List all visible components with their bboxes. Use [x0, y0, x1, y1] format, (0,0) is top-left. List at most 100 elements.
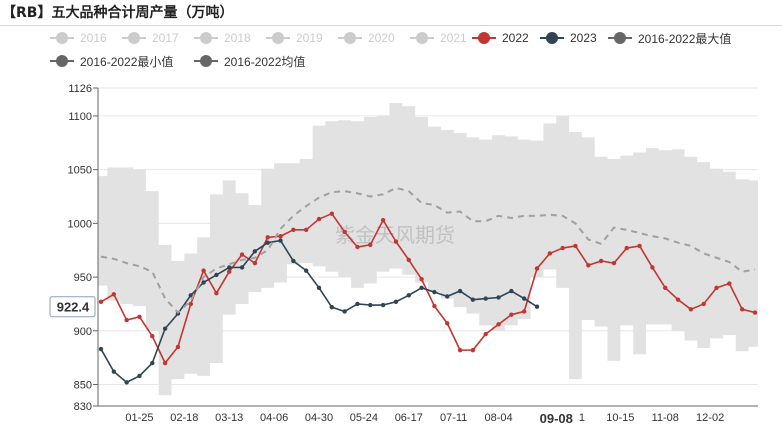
point-y2022 — [739, 307, 745, 312]
point-y2022 — [175, 344, 181, 350]
point-y2022 — [227, 269, 232, 274]
series-layer — [98, 186, 758, 385]
point-y2022 — [521, 309, 527, 314]
legend-label: 2017 — [152, 31, 179, 45]
x-tick-label: 1 — [579, 412, 585, 424]
point-y2022 — [188, 301, 193, 307]
x-tick-label: 04-06 — [260, 412, 288, 424]
legend-item-y2017[interactable]: 2017 — [122, 28, 179, 48]
point-y2023 — [509, 288, 514, 294]
y-tick-label: 1100 — [68, 111, 92, 123]
legend-label: 2016-2022最小值 — [80, 54, 174, 69]
point-y2022 — [419, 277, 424, 282]
point-y2022 — [303, 227, 309, 233]
legend-item-y2020[interactable]: 2020 — [338, 28, 395, 48]
point-y2023 — [406, 293, 411, 298]
x-tick-label: 12-02 — [696, 412, 724, 424]
point-y2022 — [111, 292, 117, 297]
legend-label: 2020 — [368, 31, 395, 45]
legend-item-max[interactable]: 2016-2022最大值 — [608, 28, 731, 48]
point-y2022 — [432, 303, 437, 309]
point-y2022 — [483, 331, 488, 337]
legend-item-y2023[interactable]: 2023 — [540, 28, 597, 48]
point-y2023 — [98, 346, 104, 352]
point-y2022 — [265, 235, 270, 240]
legend-symbol — [194, 55, 218, 67]
x-tick-label: 01-25 — [125, 412, 153, 424]
point-y2022 — [214, 290, 219, 296]
legend-item-y2016[interactable]: 2016 — [50, 28, 107, 48]
x-tick-label: 06-17 — [395, 412, 423, 424]
point-y2022 — [150, 333, 155, 339]
series-line-avg — [100, 186, 756, 314]
legend-item-y2018[interactable]: 2018 — [194, 28, 251, 48]
point-y2022 — [663, 285, 668, 291]
point-y2022 — [162, 360, 168, 366]
x-tick-label: 09-08 — [540, 411, 573, 426]
legend-item-min[interactable]: 2016-2022最小值 — [50, 51, 173, 71]
point-y2023 — [521, 296, 527, 301]
point-y2022 — [547, 251, 553, 256]
legend-label: 2016-2022最大值 — [638, 31, 732, 46]
point-y2022 — [534, 266, 540, 271]
legend-label: 2022 — [502, 31, 529, 45]
point-y2022 — [688, 307, 694, 312]
y-tick-label: 900 — [74, 326, 92, 338]
point-y2023 — [265, 240, 270, 245]
legend-symbol — [194, 32, 218, 44]
legend-symbol — [50, 32, 74, 44]
series-line-y2022 — [100, 212, 756, 364]
y-tick-label: 1050 — [68, 165, 92, 177]
legend-item-y2019[interactable]: 2019 — [266, 28, 323, 48]
chart-title: 【RB】五大品种合计周产量（万吨） — [2, 5, 234, 21]
point-y2022 — [714, 285, 719, 291]
point-y2023 — [303, 268, 309, 273]
y-tick-label: 950 — [74, 272, 92, 284]
point-y2022 — [675, 297, 681, 302]
legend-label: 2016 — [80, 31, 107, 45]
legend-label: 2023 — [570, 31, 597, 45]
legend-symbol — [266, 32, 290, 44]
point-y2023 — [150, 360, 155, 366]
point-y2022 — [368, 242, 373, 248]
point-y2022 — [470, 347, 476, 353]
max-min-band — [98, 103, 758, 396]
point-y2023 — [483, 296, 488, 301]
y-tick-label: 1126 — [68, 83, 92, 95]
point-y2022 — [624, 245, 629, 251]
point-y2022 — [329, 211, 335, 216]
point-y2022 — [355, 244, 360, 250]
legend-symbol — [338, 32, 362, 44]
legend-symbol — [472, 32, 496, 44]
point-y2023 — [316, 285, 322, 291]
legend-item-y2021[interactable]: 2021 — [410, 28, 467, 48]
point-y2022 — [393, 239, 399, 244]
point-y2023 — [291, 258, 296, 264]
point-y2023 — [432, 289, 437, 295]
legend-label: 2021 — [440, 31, 467, 45]
x-tick-label: 11-08 — [652, 412, 679, 424]
point-y2022 — [457, 347, 463, 353]
point-y2022 — [752, 310, 758, 315]
point-y2022 — [137, 314, 142, 320]
legend-item-y2022[interactable]: 2022 — [472, 28, 529, 48]
legend-label: 2016-2022均值 — [224, 54, 306, 69]
point-y2022 — [509, 312, 514, 317]
value-callout: 922.4 — [49, 296, 96, 318]
axis-layer: 830 850 900 950 1000 1050 1100 1126 01-25 02-18 03… — [68, 83, 758, 426]
point-y2022 — [573, 243, 578, 249]
point-y2022 — [201, 268, 206, 273]
point-y2023 — [419, 285, 424, 291]
point-y2023 — [457, 288, 463, 294]
point-y2022 — [342, 229, 347, 235]
point-y2022 — [598, 258, 604, 264]
legend-symbol — [608, 32, 632, 44]
point-y2022 — [98, 299, 104, 304]
point-y2022 — [560, 245, 565, 251]
x-tick-label: 02-18 — [170, 412, 198, 424]
legend-item-avg[interactable]: 2016-2022均值 — [194, 51, 305, 71]
legend-symbol — [50, 55, 74, 67]
band-area-max-min — [98, 103, 758, 396]
point-y2023 — [201, 280, 206, 285]
